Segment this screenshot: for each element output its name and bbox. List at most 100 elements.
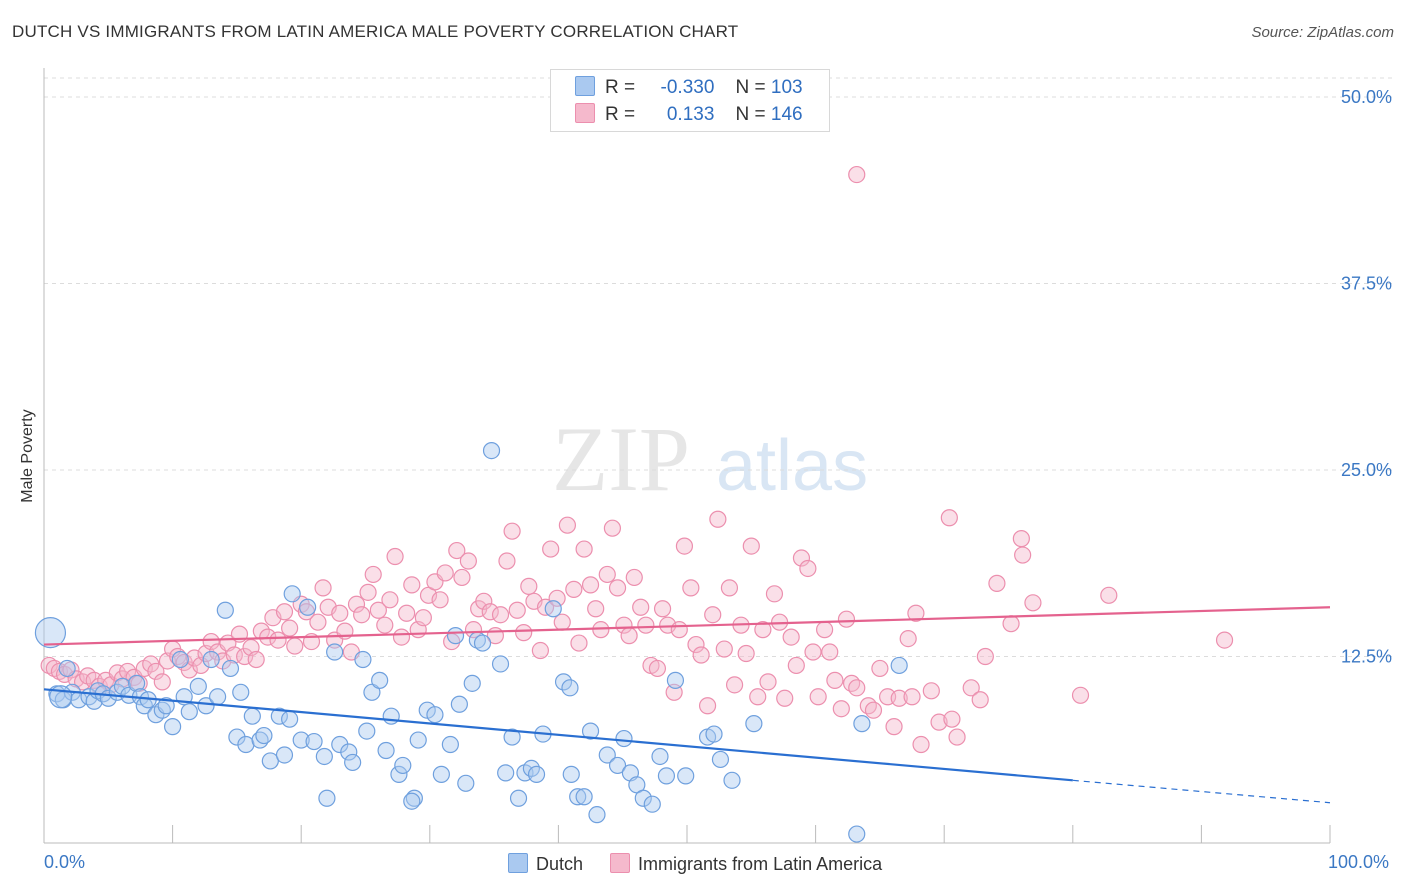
dutch-point <box>292 731 310 749</box>
latam-point <box>359 583 377 601</box>
dutch-point <box>575 788 593 806</box>
latam-point <box>403 576 421 594</box>
dutch-point <box>463 674 481 692</box>
latam-point <box>153 673 171 691</box>
latam-point <box>575 540 593 558</box>
dutch-swatch <box>575 76 595 96</box>
dutch-point <box>255 726 273 745</box>
latam-point <box>364 565 382 584</box>
latam-point <box>799 559 817 578</box>
dutch-point <box>371 671 389 689</box>
latam-point <box>709 510 727 528</box>
latam-point <box>648 659 667 678</box>
dutch-point <box>382 707 400 725</box>
latam-point <box>542 540 560 558</box>
dutch-point <box>216 601 234 619</box>
latam-point <box>903 688 921 706</box>
latam-point <box>448 541 466 560</box>
dutch-point <box>657 767 676 785</box>
dutch-point <box>409 731 427 749</box>
latam-point <box>558 516 577 534</box>
chart-source: Source: ZipAtlas.com <box>1251 24 1394 41</box>
dutch-point <box>58 659 76 678</box>
latam-point <box>704 606 722 624</box>
x-tick-label-min: 0.0% <box>44 852 86 872</box>
latam-swatch <box>575 103 595 123</box>
latam-point <box>885 718 903 736</box>
latam-point <box>581 576 600 594</box>
latam-point <box>464 621 483 639</box>
dutch-point <box>377 741 395 760</box>
latam-point <box>749 688 767 706</box>
dutch-point <box>340 743 358 761</box>
dutch-point <box>315 747 333 766</box>
latam-point <box>943 710 961 728</box>
latam-point <box>381 591 399 609</box>
y-tick-label: 25.0% <box>1341 460 1392 480</box>
dutch-point <box>237 735 255 754</box>
x-tick-label-max: 100.0% <box>1328 852 1390 872</box>
latam-point <box>40 656 58 675</box>
latam-point <box>742 537 760 555</box>
latam-point <box>988 574 1006 592</box>
series-legend-latam[interactable]: Immigrants from Latin America <box>610 853 882 875</box>
dutch-point <box>394 756 412 775</box>
latam-point <box>392 628 411 646</box>
dutch-point <box>275 746 294 764</box>
latam-point <box>498 552 516 570</box>
dutch-point <box>34 617 67 649</box>
latam-point <box>792 549 811 567</box>
dutch-point <box>318 789 336 807</box>
latam-point <box>331 604 349 622</box>
dutch-point <box>491 655 510 673</box>
dutch-point <box>432 765 450 783</box>
dutch-point <box>890 656 908 675</box>
latam-point <box>826 671 844 689</box>
latam-point <box>548 589 566 607</box>
dutch-point <box>598 746 616 764</box>
dutch-point <box>426 706 444 724</box>
dutch-point <box>221 659 240 678</box>
latam-point <box>754 621 772 639</box>
axes <box>43 68 1331 844</box>
latam-point <box>930 713 948 731</box>
series-legend-dutch[interactable]: Dutch <box>508 853 583 875</box>
latam-point <box>309 613 327 631</box>
latam-point <box>782 628 800 646</box>
latam-point <box>608 579 627 597</box>
latam-point <box>637 616 655 634</box>
dutch-point <box>441 735 459 754</box>
dutch-point <box>270 707 288 725</box>
latam-point <box>314 579 332 597</box>
latam-point <box>848 679 866 697</box>
y-tick-label: 12.5% <box>1341 647 1392 667</box>
legend-row-dutch: R = -0.330 N = 103 <box>575 76 803 99</box>
dutch-point <box>209 688 227 706</box>
series-legend-label: Dutch <box>536 854 584 874</box>
dutch-point <box>643 795 661 813</box>
latam-point <box>725 676 744 694</box>
dutch-point <box>554 673 573 691</box>
latam-trend-line <box>43 606 1331 646</box>
latam-points <box>40 165 1234 754</box>
legend-r-label: R = <box>605 104 636 125</box>
series-legend: Dutch Immigrants from Latin America <box>508 853 904 875</box>
latam-point <box>765 585 784 603</box>
latam-point <box>1024 594 1042 612</box>
dutch-trend-line <box>43 688 1073 782</box>
dutch-point <box>450 695 468 713</box>
latam-point <box>759 673 777 691</box>
latam-point <box>809 688 827 706</box>
dutch-point <box>677 767 695 785</box>
latam-point <box>653 600 672 618</box>
latam-point <box>481 603 499 621</box>
y-tick-labels: 12.5% 25.0% 37.5% 50.0% <box>1341 87 1392 667</box>
legend-n-value-dutch: 103 <box>770 77 803 98</box>
latam-point <box>353 606 371 624</box>
dutch-point <box>202 650 220 669</box>
watermark-atlas: atlas <box>716 426 868 506</box>
latam-point <box>620 627 638 645</box>
latam-point <box>720 579 739 597</box>
dutch-point <box>544 600 562 618</box>
